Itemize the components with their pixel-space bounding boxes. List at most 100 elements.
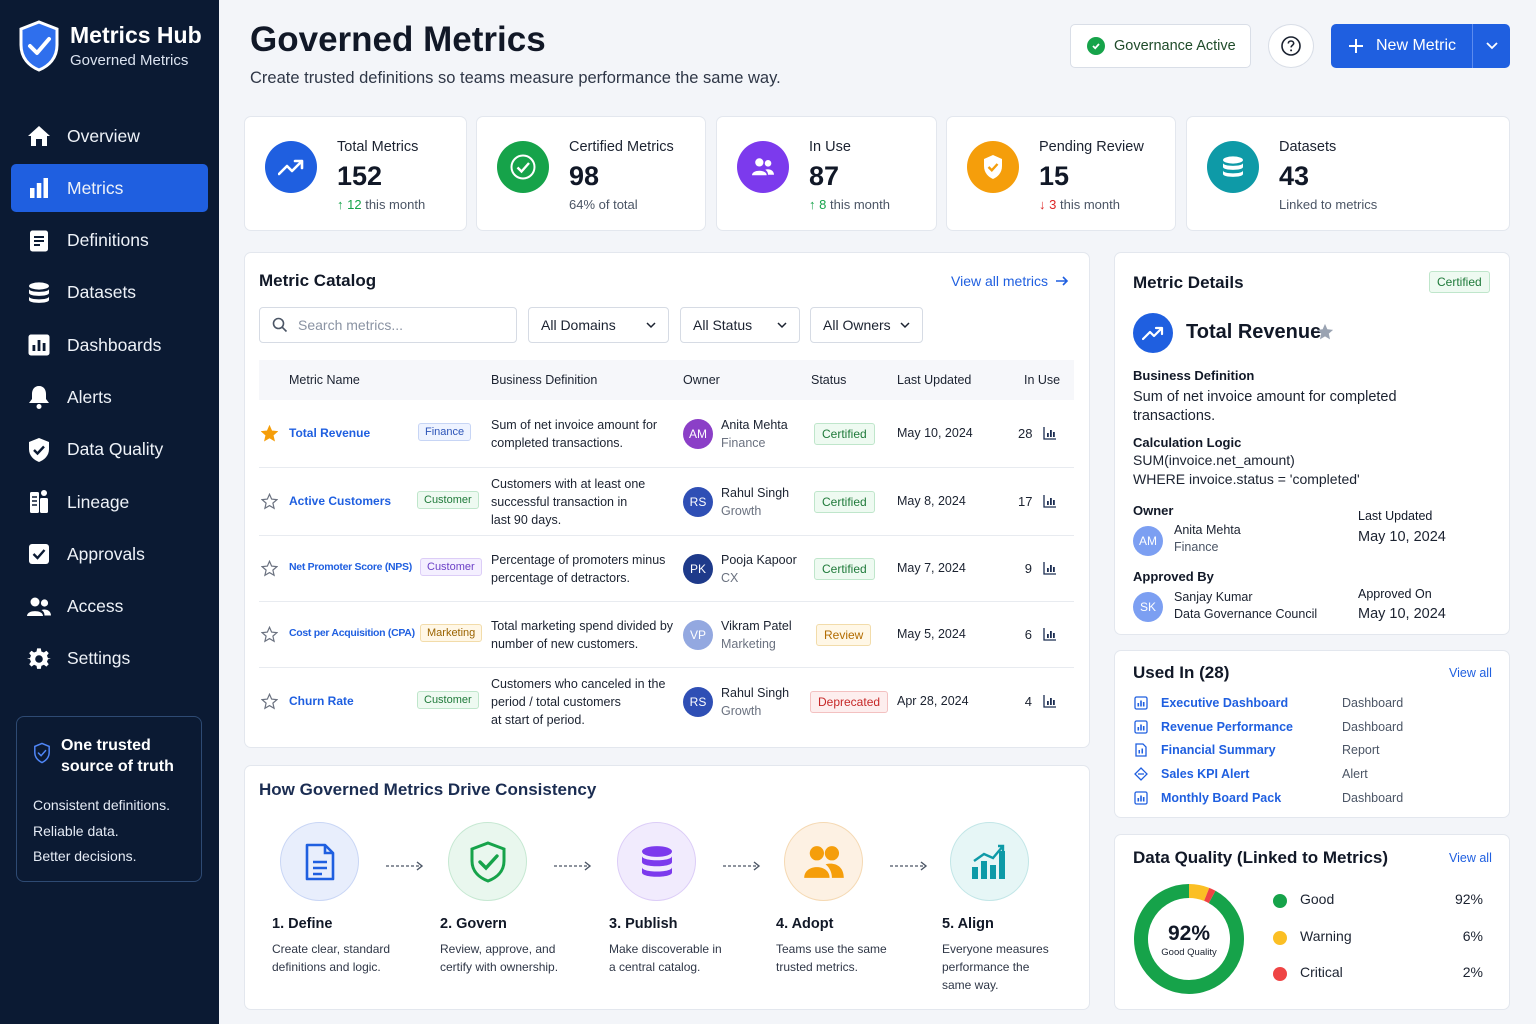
trust-line: Better decisions. (33, 848, 137, 864)
new-metric-button[interactable]: New Metric (1331, 24, 1510, 68)
usage-chart-icon[interactable] (1043, 561, 1057, 575)
avatar[interactable]: VP (683, 620, 713, 650)
help-button[interactable] (1268, 24, 1314, 68)
owner-label: Owner (1133, 503, 1174, 518)
stat-note-text: this month (365, 197, 426, 212)
search-input[interactable] (298, 317, 498, 333)
usage-chart-icon[interactable] (1043, 694, 1057, 708)
database-icon (1207, 141, 1259, 193)
definition-line: transactions. (1133, 408, 1216, 424)
owner-filter[interactable]: All Owners (810, 307, 923, 343)
status-filter[interactable]: All Status (680, 307, 800, 343)
column-header[interactable]: Status (811, 373, 847, 387)
column-header[interactable]: Last Updated (897, 373, 972, 387)
avatar[interactable]: PK (683, 554, 713, 584)
sidebar-item-overview[interactable]: Overview (11, 112, 208, 160)
usage-chart-icon[interactable] (1043, 426, 1057, 440)
metric-name-link[interactable]: Total Revenue (289, 426, 371, 440)
owner-team: Growth (721, 704, 762, 718)
star-icon[interactable] (261, 493, 278, 510)
step-1: 1. Define Create clear, standard definiti… (260, 822, 420, 976)
domain-filter[interactable]: All Domains (528, 307, 669, 343)
star-icon[interactable] (261, 693, 278, 710)
used-in-name[interactable]: Revenue Performance (1161, 719, 1294, 734)
database-icon (617, 822, 696, 901)
usage-chart-icon[interactable] (1043, 494, 1057, 508)
sidebar-item-data-quality[interactable]: Data Quality (11, 426, 208, 474)
used-in-name[interactable]: Monthly Board Pack (1161, 790, 1282, 805)
metric-name-link[interactable]: Cost per Acquisition (CPA) (289, 627, 415, 639)
step-2: 2. Govern Review, approve, and certify wi… (428, 822, 588, 976)
sidebar-item-lineage[interactable]: Lineage (11, 478, 208, 526)
used-in-type: Dashboard (1342, 790, 1404, 805)
new-metric-dropdown[interactable] (1472, 24, 1510, 68)
sidebar-item-alerts[interactable]: Alerts (11, 373, 208, 421)
used-in-name[interactable]: Executive Dashboard (1161, 696, 1289, 710)
stat-value: 15 (1039, 161, 1070, 191)
data-quality-view-all[interactable]: View all (1449, 851, 1492, 865)
stat-note: 64% of total (569, 197, 638, 212)
used-in-view-all[interactable]: View all (1449, 666, 1492, 680)
metric-name-link[interactable]: Churn Rate (289, 694, 354, 708)
column-header[interactable]: Business Definition (491, 373, 598, 387)
column-header[interactable]: Metric Name (289, 373, 360, 387)
stat-card-certified-metrics[interactable]: Certified Metrics 98 64% of total (476, 116, 706, 231)
avatar[interactable]: SK (1133, 592, 1163, 622)
table-row[interactable]: Cost per Acquisition (CPA) Marketing Tot… (259, 602, 1074, 668)
table-row[interactable]: Churn Rate Customer Customers who cancel… (259, 668, 1074, 736)
table-row[interactable]: Active Customers Customer Customers with… (259, 468, 1074, 536)
stat-delta: 3 (1049, 197, 1057, 212)
star-icon[interactable] (261, 560, 278, 577)
step-4: 4. Adopt Teams use the same trusted metri… (764, 822, 924, 976)
new-metric-main[interactable]: New Metric (1331, 24, 1472, 68)
star-icon[interactable] (1316, 323, 1334, 341)
quality-score-label: Good Quality (1161, 947, 1217, 958)
definition-line: Total marketing spend divided by (491, 619, 674, 633)
metric-name-link[interactable]: Active Customers (289, 494, 392, 508)
domain-tag: Customer (420, 558, 482, 576)
star-icon[interactable] (261, 425, 278, 442)
avatar[interactable]: AM (683, 419, 713, 449)
sidebar-item-definitions[interactable]: Definitions (11, 217, 208, 265)
table-row[interactable]: Net Promoter Score (NPS) Customer Percen… (259, 536, 1074, 602)
step-desc-line: performance the (942, 960, 1030, 974)
sidebar-item-metrics[interactable]: Metrics (11, 164, 208, 213)
view-all-metrics-link[interactable]: View all metrics (951, 273, 1069, 289)
step-desc-line: definitions and logic. (272, 960, 381, 974)
used-in-name[interactable]: Sales KPI Alert (1161, 767, 1250, 782)
avatar[interactable]: RS (683, 687, 713, 717)
metric-search[interactable] (259, 307, 517, 343)
usage-chart-icon[interactable] (1043, 627, 1057, 641)
sidebar-item-access[interactable]: Access (11, 583, 208, 631)
metric-name-link[interactable]: Net Promoter Score (NPS) (289, 561, 412, 573)
legend-value: 2% (1462, 964, 1483, 980)
sidebar-item-settings[interactable]: Settings (11, 635, 208, 683)
column-header[interactable]: Owner (683, 373, 720, 387)
brand[interactable]: Metrics Hub Governed Metrics (18, 20, 202, 72)
owner-team: Finance (1174, 540, 1219, 554)
stat-card-pending-review[interactable]: Pending Review 15 ↓ 3 this month (946, 116, 1176, 231)
stat-card-total-metrics[interactable]: Total Metrics 152 ↑ 12 this month (244, 116, 467, 231)
stat-card-in-use[interactable]: In Use 87 ↑ 8 this month (716, 116, 937, 231)
stat-card-datasets[interactable]: Datasets 43 Linked to metrics (1186, 116, 1510, 231)
avatar[interactable]: AM (1133, 526, 1163, 556)
sidebar-item-dashboards[interactable]: Dashboards (11, 321, 208, 369)
star-icon[interactable] (261, 626, 278, 643)
consistency-title: How Governed Metrics Drive Consistency (259, 780, 597, 799)
legend-label: Good (1300, 891, 1335, 907)
stat-delta: 12 (347, 197, 362, 212)
step-desc-line: Make discoverable in (609, 942, 722, 956)
approver-name: Sanjay Kumar (1174, 590, 1253, 604)
table-row[interactable]: Total Revenue Finance Sum of net invoice… (259, 400, 1074, 468)
used-in-name[interactable]: Financial Summary (1161, 743, 1276, 758)
donut-slice-warning (1188, 884, 1210, 901)
sidebar-item-label: Access (67, 596, 124, 617)
sidebar-item-datasets[interactable]: Datasets (11, 269, 208, 317)
governance-status-badge[interactable]: Governance Active (1070, 24, 1251, 68)
sidebar-item-approvals[interactable]: Approvals (11, 530, 208, 578)
column-header[interactable]: In Use (1024, 373, 1061, 387)
catalog-title: Metric Catalog (259, 271, 377, 290)
avatar[interactable]: RS (683, 487, 713, 517)
stat-label: Total Metrics (337, 139, 419, 155)
page-subtitle: Create trusted definitions so teams meas… (250, 69, 781, 87)
